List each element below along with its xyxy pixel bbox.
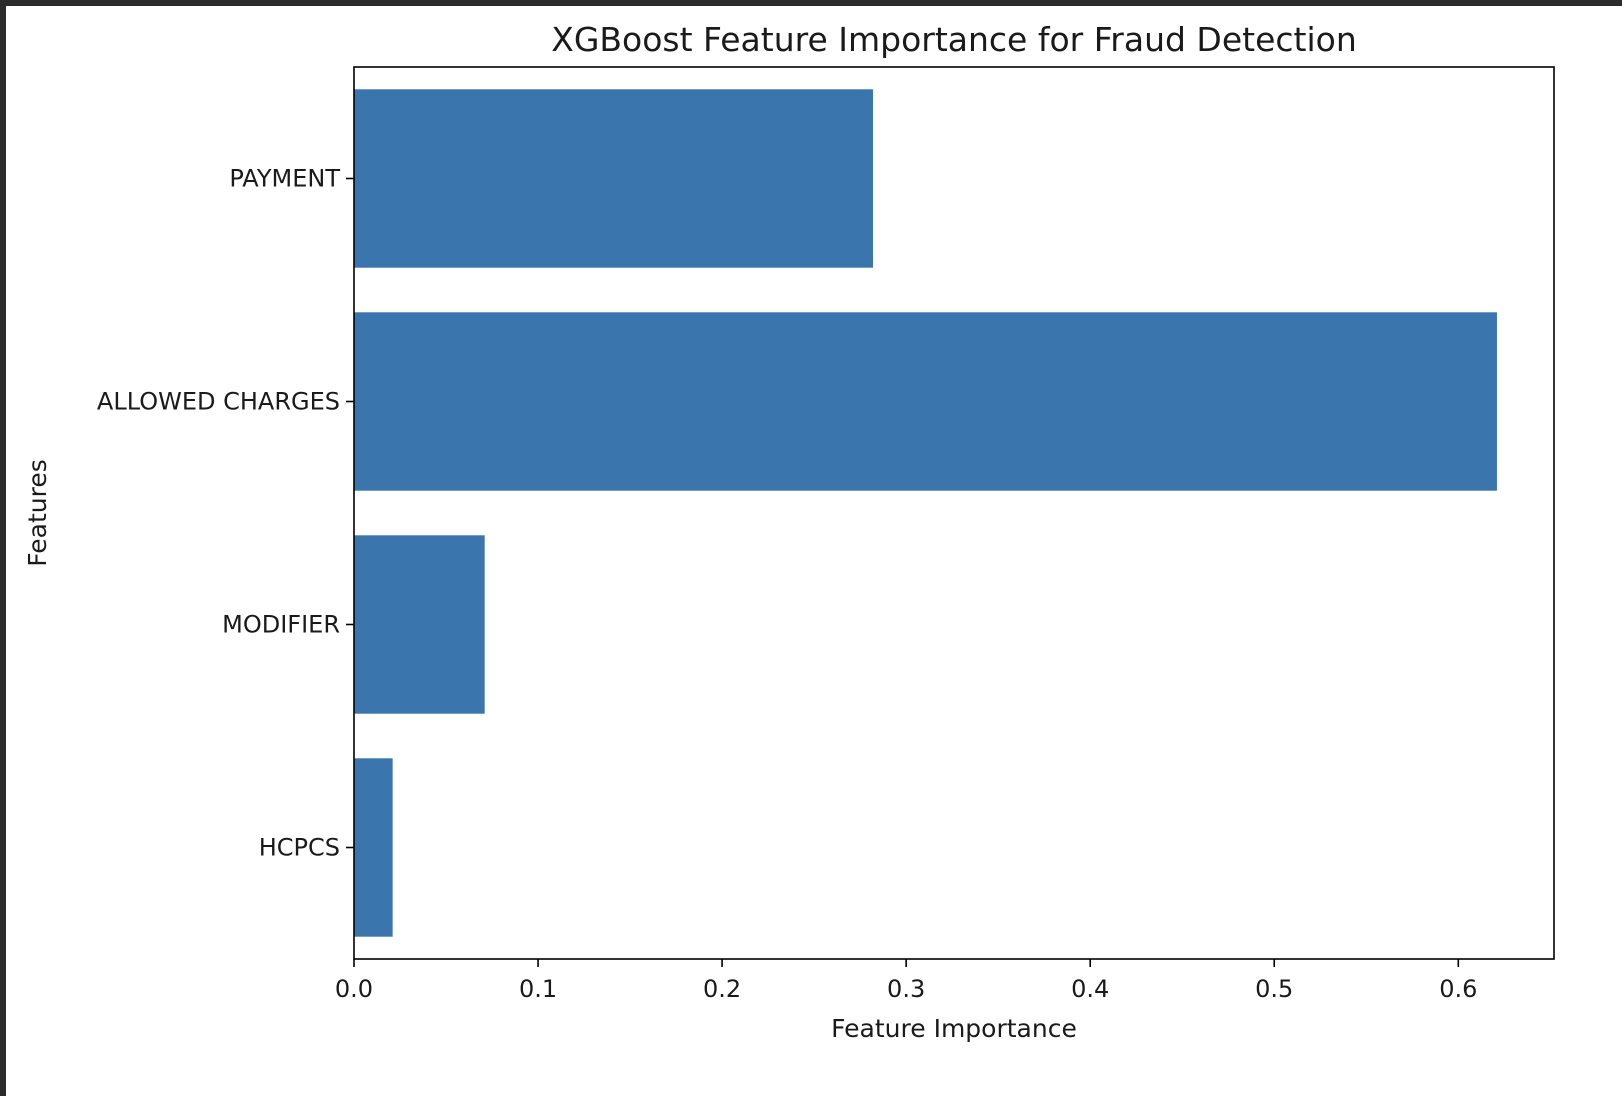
x-tick-label: 0.3: [887, 975, 925, 1003]
bar-modifier: [354, 535, 485, 714]
x-axis-ticks: 0.0 0.1 0.2 0.3 0.4 0.5 0.6: [335, 959, 1477, 1003]
y-tick-label: ALLOWED CHARGES: [97, 388, 340, 416]
x-tick-label: 0.2: [703, 975, 741, 1003]
x-tick-label: 0.1: [519, 975, 557, 1003]
chart-figure: PAYMENT ALLOWED CHARGES MODIFIER HCPCS 0.0 0…: [6, 6, 1622, 1096]
bar-payment: [354, 89, 874, 268]
x-tick-label: 0.5: [1255, 975, 1293, 1003]
y-tick-label: PAYMENT: [229, 165, 340, 193]
chart-title: XGBoost Feature Importance for Fraud Det…: [551, 20, 1357, 59]
y-tick-label: MODIFIER: [222, 611, 340, 639]
x-tick-label: 0.6: [1439, 975, 1477, 1003]
bars: [354, 89, 1497, 937]
x-tick-label: 0.4: [1071, 975, 1109, 1003]
x-axis-title: Feature Importance: [831, 1014, 1077, 1043]
plot-frame: [353, 66, 1555, 960]
bar-hcpcs: [354, 758, 393, 937]
x-tick-label: 0.0: [335, 975, 373, 1003]
y-tick-label: HCPCS: [259, 834, 340, 862]
y-axis-title: Features: [23, 459, 52, 567]
y-axis-ticks: PAYMENT ALLOWED CHARGES MODIFIER HCPCS: [97, 165, 354, 862]
bar-allowed-charges: [354, 312, 1497, 491]
